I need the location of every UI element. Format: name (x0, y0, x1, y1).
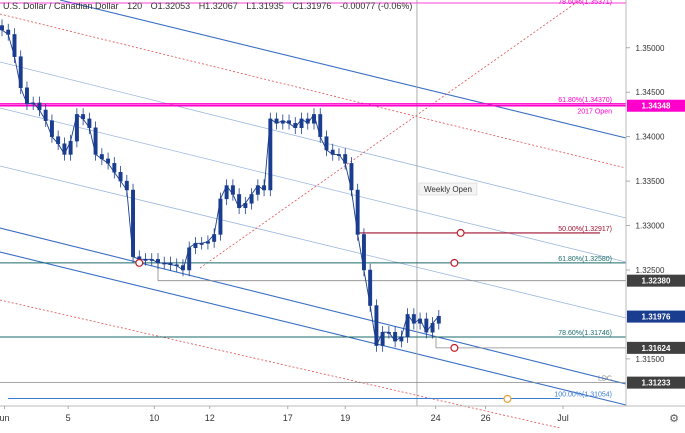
x-tick-label-3: 12 (205, 413, 215, 423)
price-tag-bg-2 (627, 341, 685, 354)
level-label-5: 78.60%(1.31746) (558, 330, 612, 337)
chart-header: U.S. Dollar / Canadian Dollar 120 O1.320… (3, 1, 418, 11)
y-tick-label-0: 1.35000 (636, 44, 665, 53)
settings-gear-icon[interactable]: ⚙ (669, 413, 679, 425)
x-tick-label-1: 5 (66, 413, 71, 423)
channel-line-6 (0, 13, 627, 169)
header-interval: 120 (127, 1, 143, 11)
level-markers (135, 228, 512, 403)
level-label-3: 61.80%(1.32580) (558, 256, 612, 263)
marker-2 (450, 258, 459, 267)
channel-line-4 (0, 227, 627, 385)
price-line (1, 29, 440, 348)
price-tag-label-3: 1.31233 (642, 379, 671, 388)
level-label-2: 50.00%(1.32917) (558, 226, 612, 233)
y-tick-label-4: 1.33000 (636, 222, 665, 231)
channel-line-1 (0, 61, 627, 219)
trend-channels (0, 0, 627, 429)
x-tick-label-4: 17 (283, 413, 293, 423)
top-fib-label: 78.60%(1.35371) (558, 0, 612, 6)
level-label-8: 100.00%(1.31054) (554, 392, 612, 399)
price-tags: 1.34348 1.32380 1.31624 1.31233 1.31976 (627, 99, 685, 389)
y-tick-label-1: 1.34500 (636, 88, 665, 97)
price-tag-bg-1 (627, 274, 685, 287)
weekly-open-label: Weekly Open (424, 185, 472, 194)
price-tag-bg-current (627, 310, 685, 323)
channel-line-7 (0, 299, 561, 429)
y-tick-label-2: 1.34000 (636, 133, 665, 142)
level-label-0: 61.80%(1.34370) (558, 97, 612, 104)
price-tag-label-1: 1.32380 (642, 277, 671, 286)
header-high: H1.32067 (198, 1, 238, 11)
marker-4 (503, 394, 512, 403)
header-symbol: U.S. Dollar / Canadian Dollar (3, 1, 119, 11)
x-tick-label-2: 10 (149, 413, 159, 423)
y-tick-label-5: 1.32500 (636, 266, 665, 275)
marker-0 (135, 258, 144, 267)
x-tick-label-8: Jul (557, 413, 569, 423)
header-open: O1.32053 (150, 1, 191, 11)
header-close: C1.31976 (292, 1, 332, 11)
channel-line-3 (0, 165, 627, 319)
price-tag-label-0: 1.34348 (642, 102, 671, 111)
header-low: L1.31935 (246, 1, 284, 11)
price-tag-label-2: 1.31624 (642, 344, 671, 353)
channel-line-8 (199, 0, 581, 269)
level-label-1: 2017 Open (577, 109, 612, 116)
channel-line-2 (0, 107, 627, 263)
weekly-open-label-bg (418, 182, 478, 196)
price-tag-bg-3 (627, 376, 685, 389)
price-series (0, 19, 441, 352)
marker-1 (456, 228, 465, 237)
candle-body-0 (0, 25, 4, 31)
x-tick-label-6: 24 (431, 413, 441, 423)
x-tick-label-5: 19 (340, 413, 350, 423)
x-tick-label-7: 26 (481, 413, 491, 423)
horizontal-levels (0, 0, 626, 406)
y-tick-label-3: 1.33500 (636, 177, 665, 186)
marker-3 (450, 343, 459, 352)
x-tick-label-0: un (0, 413, 10, 423)
level-label-7: LDC (598, 376, 612, 383)
price-tag-bg-0 (627, 99, 685, 112)
channel-line-5 (0, 251, 627, 406)
axes: 1.35000 1.34500 1.34000 1.33500 1.33000 1.325… (0, 0, 685, 423)
price-tag-label-current: 1.31976 (642, 313, 671, 322)
y-tick-label-6: 1.31500 (636, 355, 665, 364)
level-labels: 78.60%(1.35371) Weekly Open 61.80%(1.34370… (418, 0, 612, 399)
channel-line-0 (59, 0, 627, 139)
header-change: -0.00077 (-0.06%) (339, 1, 413, 11)
